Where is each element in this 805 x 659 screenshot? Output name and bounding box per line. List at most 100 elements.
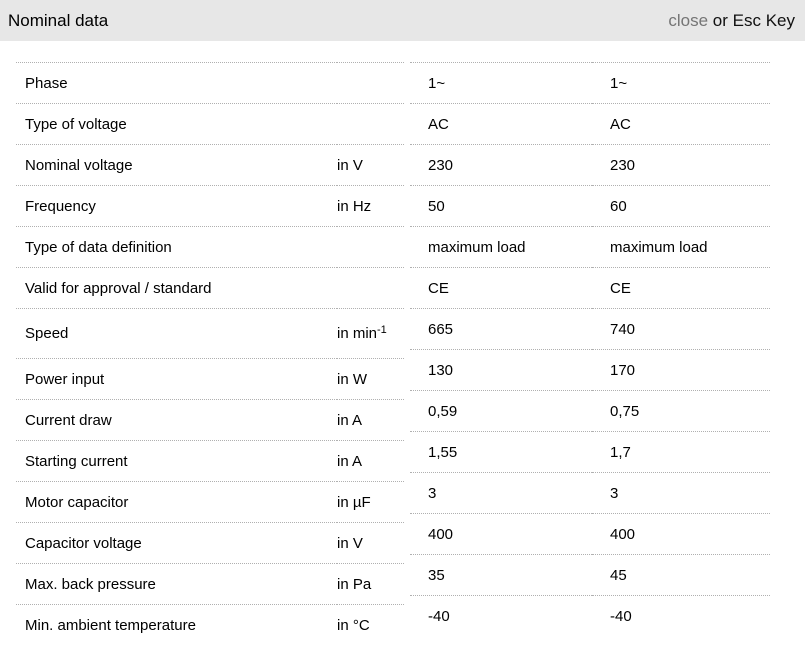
row-value: 1,7 [592,431,770,473]
row-label: Max. back pressure [16,563,337,605]
table-row: Max. back pressure in Pa [16,563,404,605]
table-row: Current draw in A [16,399,404,441]
table-row: 130 170 [410,349,770,391]
row-unit: in Pa [337,563,404,605]
row-value: CE [592,267,770,309]
close-button[interactable]: close [668,10,709,30]
row-value: -40 [592,595,770,637]
row-unit [337,226,404,268]
values-table: 1~ 1~ AC AC 230 230 50 60 maximum load maximum lo… [410,62,770,637]
unit-text: in A [337,411,363,429]
table-row: Motor capacitor in µF [16,481,404,523]
row-unit: in min-1 [337,308,404,359]
row-label: Current draw [16,399,337,441]
unit-text: in µF [337,493,371,511]
row-unit: in W [337,358,404,400]
table-row: 50 60 [410,185,770,227]
table-row: Starting current in A [16,440,404,482]
table-row: AC AC [410,103,770,145]
row-value: maximum load [592,226,770,268]
row-value: CE [410,267,592,309]
row-value: 400 [592,513,770,555]
row-label: Type of voltage [16,103,337,145]
table-row: 0,59 0,75 [410,390,770,432]
table-row: Speed in min-1 [16,308,404,359]
table-row: 1,55 1,7 [410,431,770,473]
row-unit: in V [337,522,404,564]
values-tbody: 1~ 1~ AC AC 230 230 50 60 maximum load maximum lo… [410,62,770,637]
row-value: 3 [592,472,770,514]
table-row: 35 45 [410,554,770,596]
unit-text: in A [337,452,363,470]
row-value: 130 [410,349,592,391]
unit-text: in °C [337,616,370,634]
row-value: 1,55 [410,431,592,473]
row-label: Nominal voltage [16,144,337,186]
table-row: 665 740 [410,308,770,350]
table-row: Phase [16,62,404,104]
unit-text: in Pa [337,575,372,593]
row-unit [337,267,404,309]
table-row: 1~ 1~ [410,62,770,104]
table-row: 230 230 [410,144,770,186]
row-label: Speed [16,308,337,359]
row-label: Min. ambient temperature [16,604,337,646]
row-value: -40 [410,595,592,637]
unit-text: in V [337,534,363,552]
unit-text: in Hz [337,197,372,215]
table-row: Type of data definition [16,226,404,268]
unit-text: in W [337,370,367,388]
row-value: 665 [410,308,592,350]
row-value: 35 [410,554,592,596]
table-row: Min. ambient temperature in °C [16,604,404,646]
header-close-area: close or Esc Key [668,11,795,31]
row-unit: in A [337,399,404,441]
table-row: Frequency in Hz [16,185,404,227]
table-row: 400 400 [410,513,770,555]
table-row: Capacitor voltage in V [16,522,404,564]
row-value: 3 [410,472,592,514]
row-value: 0,59 [410,390,592,432]
row-value: AC [592,103,770,145]
row-unit: in V [337,144,404,186]
row-unit [337,62,404,104]
table-row: Nominal voltage in V [16,144,404,186]
row-value: 0,75 [592,390,770,432]
row-value: 230 [592,144,770,186]
row-label: Phase [16,62,337,104]
row-unit [337,103,404,145]
row-label: Motor capacitor [16,481,337,523]
row-label: Frequency [16,185,337,227]
unit-text: in min [337,325,378,342]
row-label: Type of data definition [16,226,337,268]
row-value: 50 [410,185,592,227]
table-row: maximum load maximum load [410,226,770,268]
row-unit: in Hz [337,185,404,227]
unit-superscript: -1 [377,324,387,336]
row-value: 230 [410,144,592,186]
table-row: CE CE [410,267,770,309]
row-value: 60 [592,185,770,227]
row-label: Power input [16,358,337,400]
row-value: 1~ [592,62,770,104]
row-value: 1~ [410,62,592,104]
table-row: Valid for approval / standard [16,267,404,309]
row-label: Capacitor voltage [16,522,337,564]
row-unit: in A [337,440,404,482]
row-unit: in µF [337,481,404,523]
modal-title: Nominal data [8,10,109,30]
row-value: AC [410,103,592,145]
row-value: 170 [592,349,770,391]
row-label: Starting current [16,440,337,482]
table-row: Type of voltage [16,103,404,145]
row-value: 45 [592,554,770,596]
row-unit: in °C [337,604,404,646]
modal-header: Nominal data close or Esc Key [0,0,805,41]
unit-text: in V [337,156,363,174]
esc-key-hint: or Esc Key [712,10,795,30]
row-value: 740 [592,308,770,350]
row-value: maximum load [410,226,592,268]
